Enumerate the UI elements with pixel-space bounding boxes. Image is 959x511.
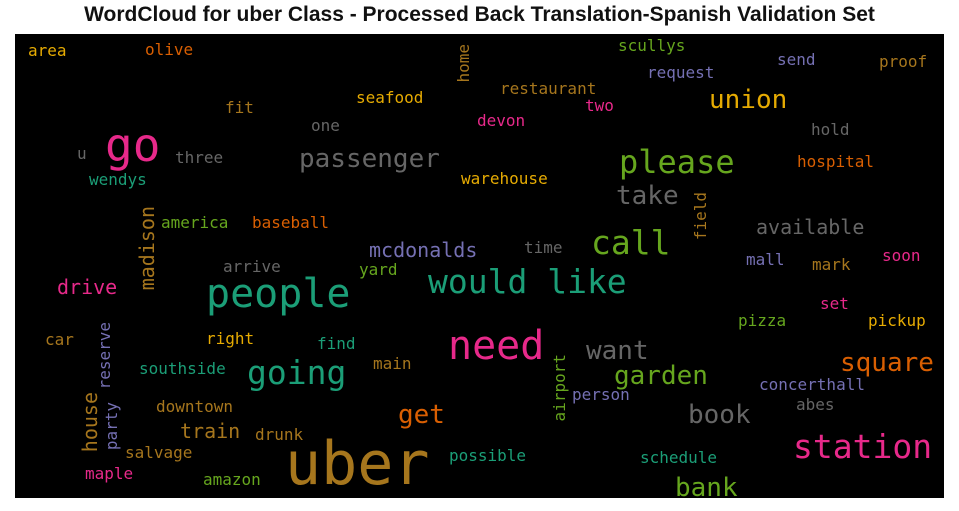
word-field: field bbox=[691, 192, 710, 241]
word-house: house bbox=[78, 392, 102, 453]
word-people: people bbox=[206, 271, 351, 317]
word-scullys: scullys bbox=[618, 36, 686, 55]
word-yard: yard bbox=[359, 260, 398, 279]
word-station: station bbox=[793, 427, 933, 466]
word-uber: uber bbox=[285, 429, 430, 498]
word-time: time bbox=[524, 238, 563, 257]
word-hospital: hospital bbox=[797, 152, 875, 171]
word-baseball: baseball bbox=[252, 213, 330, 232]
word-maple: maple bbox=[85, 464, 134, 483]
word-train: train bbox=[180, 419, 241, 443]
word-soon: soon bbox=[882, 246, 921, 265]
word-would-like: would like bbox=[428, 262, 627, 301]
word-proof: proof bbox=[879, 52, 928, 71]
word-devon: devon bbox=[477, 111, 526, 130]
word-right: right bbox=[206, 329, 255, 348]
word-drunk: drunk bbox=[255, 425, 304, 444]
word-mall: mall bbox=[746, 250, 785, 269]
word-restaurant: restaurant bbox=[500, 79, 597, 98]
word-schedule: schedule bbox=[640, 448, 718, 467]
word-downtown: downtown bbox=[156, 397, 234, 416]
word-want: want bbox=[586, 336, 649, 366]
word-concerthall: concerthall bbox=[759, 375, 865, 394]
word-wendys: wendys bbox=[89, 170, 147, 189]
word-find: find bbox=[317, 334, 356, 353]
word-passenger: passenger bbox=[299, 144, 440, 174]
word-need: need bbox=[448, 323, 545, 369]
word-union: union bbox=[709, 85, 788, 115]
word-warehouse: warehouse bbox=[461, 169, 548, 188]
word-pickup: pickup bbox=[868, 311, 926, 330]
word-fit: fit bbox=[225, 98, 254, 117]
word-person: person bbox=[572, 385, 630, 404]
word-abes: abes bbox=[796, 395, 835, 414]
word-one: one bbox=[311, 116, 340, 135]
word-u: u bbox=[77, 144, 87, 163]
word-salvage: salvage bbox=[125, 443, 193, 462]
word-america: america bbox=[161, 213, 229, 232]
word-request: request bbox=[647, 63, 715, 82]
word-available: available bbox=[756, 215, 865, 239]
chart-title: WordCloud for uber Class - Processed Bac… bbox=[84, 3, 875, 26]
word-party: party bbox=[102, 402, 121, 451]
word-two: two bbox=[585, 96, 614, 115]
word-please: please bbox=[619, 143, 735, 181]
word-olive: olive bbox=[145, 40, 194, 59]
word-mark: mark bbox=[812, 255, 851, 274]
word-amazon: amazon bbox=[203, 470, 261, 489]
word-drive: drive bbox=[57, 275, 118, 299]
word-call: call bbox=[591, 223, 671, 262]
word-going: going bbox=[247, 353, 347, 392]
word-take: take bbox=[616, 181, 679, 211]
word-pizza: pizza bbox=[738, 311, 787, 330]
word-book: book bbox=[688, 400, 751, 430]
word-airport: airport bbox=[550, 354, 569, 422]
word-square: square bbox=[840, 348, 934, 378]
word-bank: bank bbox=[675, 473, 738, 498]
word-garden: garden bbox=[614, 361, 708, 391]
word-three: three bbox=[175, 148, 224, 167]
word-get: get bbox=[398, 400, 445, 430]
word-home: home bbox=[454, 44, 473, 83]
word-area: area bbox=[28, 41, 67, 60]
word-main: main bbox=[373, 354, 412, 373]
word-reserve: reserve bbox=[95, 322, 114, 390]
word-possible: possible bbox=[449, 446, 527, 465]
word-mcdonalds: mcdonalds bbox=[369, 238, 478, 262]
word-madison: madison bbox=[135, 206, 159, 291]
word-cloud: uber need people would like go please st… bbox=[15, 34, 944, 498]
word-car: car bbox=[45, 330, 74, 349]
word-southside: southside bbox=[139, 359, 226, 378]
word-hold: hold bbox=[811, 120, 850, 139]
word-seafood: seafood bbox=[356, 88, 424, 107]
word-arrive: arrive bbox=[223, 257, 281, 276]
word-go: go bbox=[105, 118, 161, 172]
word-send: send bbox=[777, 50, 816, 69]
word-set: set bbox=[820, 294, 849, 313]
